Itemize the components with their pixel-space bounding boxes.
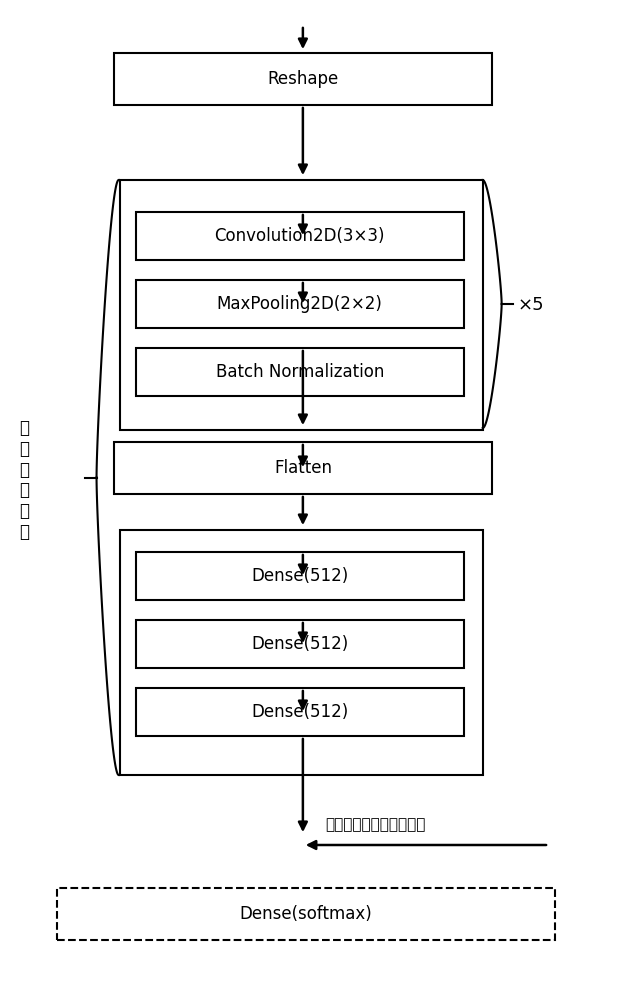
Text: 权
重
保
持
不
变: 权 重 保 持 不 变 <box>19 419 29 541</box>
FancyBboxPatch shape <box>136 280 464 328</box>
FancyBboxPatch shape <box>114 53 492 105</box>
Text: Reshape: Reshape <box>268 70 338 88</box>
Text: Dense(512): Dense(512) <box>251 635 348 653</box>
Text: Convolution2D(3×3): Convolution2D(3×3) <box>215 227 385 245</box>
FancyBboxPatch shape <box>136 688 464 736</box>
Text: Batch Normalization: Batch Normalization <box>216 363 384 381</box>
FancyBboxPatch shape <box>57 888 555 940</box>
Text: 迁移训练，替换最后一层: 迁移训练，替换最后一层 <box>325 817 426 832</box>
FancyBboxPatch shape <box>136 552 464 600</box>
Text: Dense(softmax): Dense(softmax) <box>240 905 372 923</box>
FancyBboxPatch shape <box>136 348 464 396</box>
Text: MaxPooling2D(2×2): MaxPooling2D(2×2) <box>217 295 382 313</box>
Text: Flatten: Flatten <box>274 459 332 477</box>
Text: Dense(512): Dense(512) <box>251 703 348 721</box>
Text: ×5: ×5 <box>517 296 544 314</box>
FancyBboxPatch shape <box>136 212 464 260</box>
FancyBboxPatch shape <box>114 442 492 494</box>
FancyBboxPatch shape <box>136 620 464 668</box>
Text: Dense(512): Dense(512) <box>251 567 348 585</box>
